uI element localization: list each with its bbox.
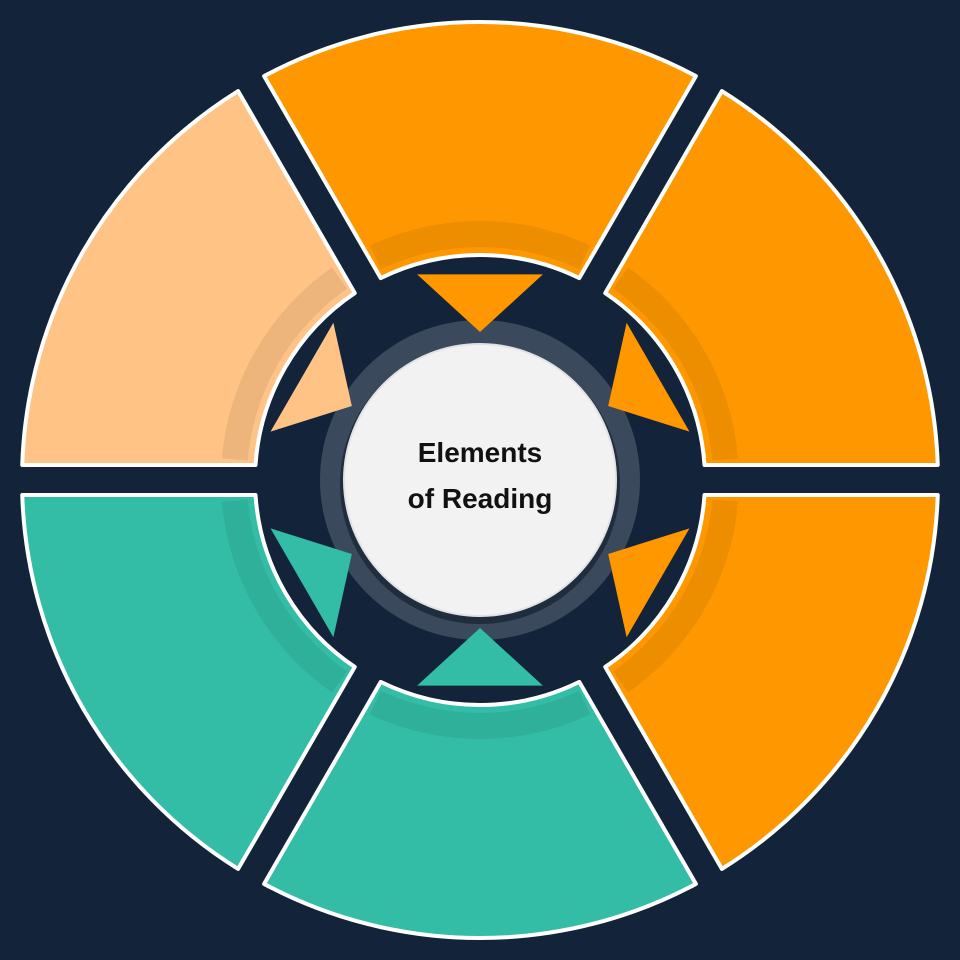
arrow-upper-left [270,322,352,432]
divider-notch-top [362,279,399,319]
segment-band-bottom [369,690,591,739]
center-title-line-1: Elements [417,437,543,468]
divider-notch-bottom [561,641,598,681]
segment-band-lower-left [221,499,347,693]
center-disk [343,343,617,617]
arrow-bottom [417,628,543,686]
divider-notch-upper-left [248,459,282,501]
divider-notch-upper-right [561,279,598,319]
center-title: Elements of Reading [360,430,600,522]
segment-top [262,20,698,281]
segment-bottom [262,679,698,940]
segment-band-top [369,221,591,270]
center-title-line-2: of Reading [407,483,553,514]
arrow-upper-right [608,322,690,432]
arrow-lower-right [608,528,690,638]
arrow-lower-left [270,528,352,638]
divider-notch-lower-right [678,459,712,501]
arrow-top [417,274,543,332]
segment-band-upper-left [221,267,347,461]
segment-band-lower-right [613,499,739,693]
divider-notch-lower-left [362,641,399,681]
segment-band-upper-right [613,267,739,461]
